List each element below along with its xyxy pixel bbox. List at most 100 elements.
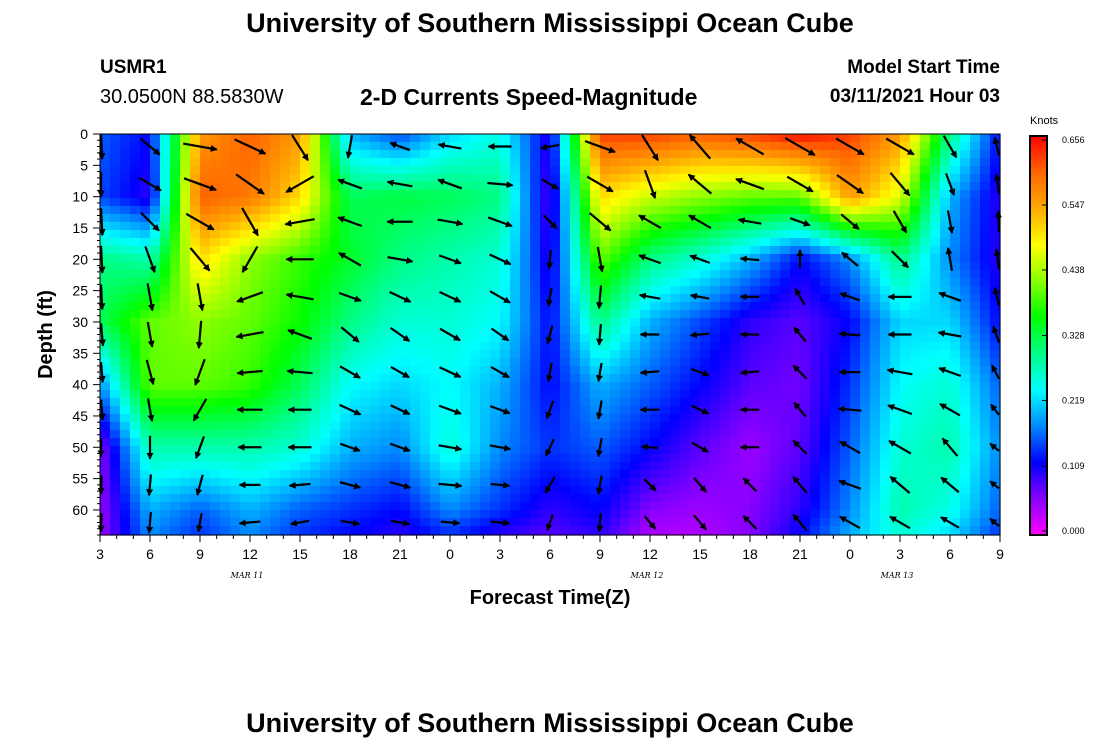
heat-cell — [970, 382, 981, 391]
heat-cell — [330, 430, 341, 439]
heat-cell — [470, 310, 481, 319]
heat-cell — [910, 158, 921, 167]
heat-cell — [930, 206, 941, 215]
heat-cell — [730, 142, 741, 151]
heat-cell — [480, 358, 491, 367]
heat-cell — [500, 462, 511, 471]
heat-cell — [580, 342, 591, 351]
heat-cell — [140, 190, 151, 199]
heat-cell — [710, 134, 721, 143]
heat-cell — [170, 358, 181, 367]
heat-cell — [470, 262, 481, 271]
heat-cell — [680, 414, 691, 423]
heat-cell — [710, 254, 721, 263]
heat-cell — [930, 286, 941, 295]
heat-cell — [370, 390, 381, 399]
heat-cell — [500, 398, 511, 407]
current-vector-arrow — [285, 175, 315, 194]
heat-cell — [180, 230, 191, 239]
heat-cell — [390, 358, 401, 367]
heat-cell — [510, 486, 521, 495]
current-vector-arrow — [640, 443, 659, 451]
heat-cell — [230, 278, 241, 287]
heat-cell — [370, 486, 381, 495]
heat-cell — [920, 398, 931, 407]
heat-cell — [820, 438, 831, 447]
heat-cell — [370, 190, 381, 199]
heat-cell — [940, 398, 951, 407]
heat-cell — [590, 502, 601, 511]
heat-cell — [220, 382, 231, 391]
heat-cell — [580, 326, 591, 335]
heat-cell — [200, 310, 211, 319]
heat-cell — [270, 398, 281, 407]
heat-cell — [210, 174, 221, 183]
heat-cell — [670, 446, 681, 455]
heat-cell — [890, 206, 901, 215]
current-vector-arrow — [939, 402, 961, 417]
heat-cell — [940, 526, 951, 535]
heat-cell — [190, 230, 201, 239]
heat-cell — [850, 150, 861, 159]
heat-cell — [190, 494, 201, 503]
heat-cell — [900, 334, 911, 343]
heat-cell — [450, 366, 461, 375]
heat-cell — [320, 142, 331, 151]
heat-cell — [660, 486, 671, 495]
heat-cell — [250, 470, 261, 479]
heat-cell — [410, 454, 421, 463]
heat-cell — [730, 414, 741, 423]
heat-cell — [340, 198, 351, 207]
heat-cell — [630, 494, 641, 503]
heat-cell — [930, 278, 941, 287]
heat-cell — [450, 502, 461, 511]
heat-cell — [890, 430, 901, 439]
heat-cell — [710, 374, 721, 383]
heat-cell — [120, 486, 131, 495]
heat-cell — [340, 382, 351, 391]
heat-cell — [100, 134, 111, 143]
heat-cell — [340, 342, 351, 351]
heat-cell — [970, 230, 981, 239]
heat-cell — [930, 350, 941, 359]
heat-cell — [430, 326, 441, 335]
heat-cell — [490, 374, 501, 383]
heat-cell — [950, 438, 961, 447]
heat-cell — [960, 182, 971, 191]
heat-cell — [100, 446, 111, 455]
heat-cell — [840, 462, 851, 471]
heat-cell — [990, 342, 1001, 351]
heat-cell — [900, 278, 911, 287]
heat-cell — [800, 430, 811, 439]
heat-cell — [440, 222, 451, 231]
heat-cell — [750, 438, 761, 447]
heat-cell — [260, 238, 271, 247]
heat-cell — [240, 318, 251, 327]
heat-cell — [670, 398, 681, 407]
heat-cell — [320, 310, 331, 319]
heat-cell — [310, 134, 321, 143]
heat-cell — [610, 374, 621, 383]
heat-cell — [390, 214, 401, 223]
heat-cell — [130, 342, 141, 351]
heat-cell — [860, 406, 871, 415]
heat-cell — [960, 310, 971, 319]
heat-cell — [520, 318, 531, 327]
heat-cell — [160, 166, 171, 175]
current-vector-arrow — [189, 247, 211, 272]
x-tick-label: 12 — [242, 546, 258, 562]
heat-cell — [660, 342, 671, 351]
heat-cell — [670, 414, 681, 423]
heat-cell — [810, 422, 821, 431]
heat-cell — [580, 334, 591, 343]
heat-cell — [580, 318, 591, 327]
heat-cell — [680, 254, 691, 263]
heat-cell — [880, 406, 891, 415]
heat-cell — [560, 142, 571, 151]
heat-cell — [430, 310, 441, 319]
heat-cell — [420, 262, 431, 271]
heat-cell — [690, 238, 701, 247]
heat-cell — [210, 390, 221, 399]
current-vector-arrow — [693, 477, 707, 493]
heat-cell — [590, 134, 601, 143]
